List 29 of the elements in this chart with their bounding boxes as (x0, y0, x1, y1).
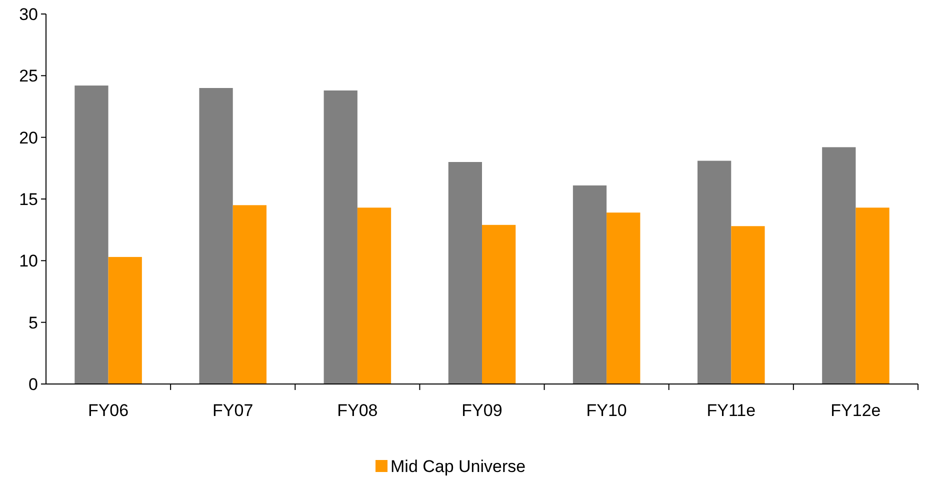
x-tick-label: FY11e (706, 401, 756, 420)
bar (822, 147, 856, 384)
y-tick-label: 30 (19, 4, 38, 24)
y-tick-label: 20 (19, 128, 38, 148)
bar (698, 160, 732, 384)
y-tick-label: 15 (19, 190, 38, 209)
bar (572, 185, 607, 384)
bar (232, 205, 266, 384)
x-tick-label: FY06 (88, 401, 129, 420)
bar (74, 86, 108, 384)
bar (357, 208, 392, 384)
bar (108, 256, 142, 384)
x-tick-label: FY09 (462, 401, 502, 420)
bar (731, 226, 765, 384)
x-tick-label: FY07 (212, 401, 254, 420)
bar (482, 224, 516, 384)
x-tick-label: FY08 (337, 401, 378, 420)
bar (448, 162, 482, 384)
x-tick-label: FY12e (830, 401, 881, 420)
x-tick-label: FY10 (586, 401, 627, 420)
bar (606, 212, 640, 384)
y-tick-label: 5 (28, 313, 38, 332)
y-tick-label: 25 (19, 66, 38, 86)
bar (856, 208, 890, 384)
legend-label: Mid Cap Universe (390, 457, 526, 476)
y-tick-label: 0 (28, 374, 38, 394)
bar (324, 90, 358, 384)
y-tick-label: 10 (19, 252, 38, 271)
bar (199, 88, 233, 384)
